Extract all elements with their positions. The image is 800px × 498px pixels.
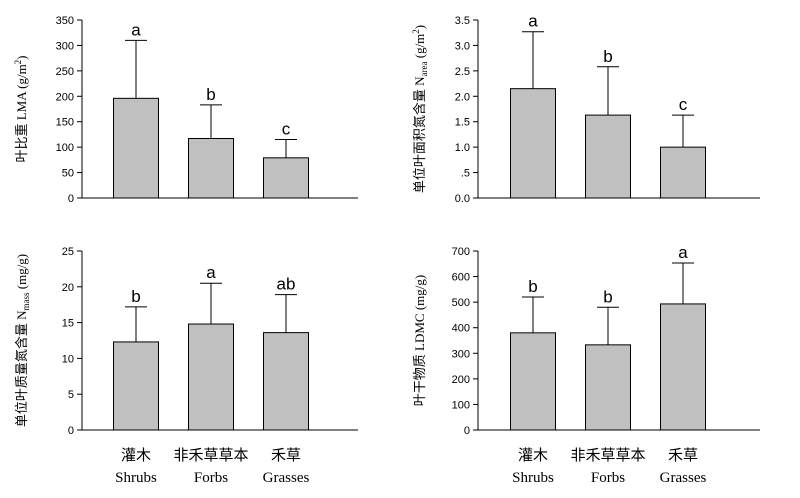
category-label-cn: 禾草	[271, 447, 301, 464]
bar-forbs	[585, 344, 631, 431]
y-tick-label: 3.0	[455, 40, 470, 52]
category-label-cn: 非禾草草本	[570, 447, 645, 464]
bar-shrubs	[113, 341, 159, 431]
bar-grasses	[660, 303, 706, 431]
y-tick-label: 0	[464, 425, 470, 437]
chart-panel-3: 0 5 10 15 20 25 单位叶质量氮含量 Nmass (mg/g) b a ab 灌木 Shr…	[14, 246, 358, 486]
significance-letter: b	[603, 287, 612, 306]
y-tick-label: 0	[68, 425, 74, 437]
y-tick-label: 300	[56, 40, 74, 52]
y-tick-label: 1.5	[455, 117, 470, 129]
chart-panel-1: 0 50 100 150 200 250 300 350 叶比重 LMA (g/m2) a b c	[13, 15, 358, 205]
y-tick-label: 300	[452, 348, 470, 360]
y-tick-label: 250	[56, 66, 74, 78]
significance-letter: b	[603, 47, 612, 66]
y-tick-label: 0.0	[455, 193, 470, 205]
bar-shrubs	[113, 97, 159, 199]
significance-letter: a	[528, 12, 538, 31]
y-tick-label: 3.5	[455, 15, 470, 27]
y-tick-label: 50	[62, 168, 74, 180]
y-tick-label: 400	[452, 323, 470, 335]
y-axis-label: 叶比重 LMA (g/m2)	[13, 55, 29, 162]
significance-letter: a	[131, 20, 141, 39]
bar-grasses	[660, 146, 706, 199]
y-tick-label: 20	[62, 282, 74, 294]
y-tick-label: 2.0	[455, 91, 470, 103]
y-tick-label: 200	[56, 91, 74, 103]
y-tick-label: 25	[62, 246, 74, 258]
y-tick-label: 0	[68, 193, 74, 205]
y-axis-label: 单位叶面积氮含量 Narea (g/m2)	[411, 25, 429, 193]
bar-grasses	[263, 157, 309, 199]
y-axis-label: 叶干物质 LDMC (mg/g)	[412, 275, 427, 406]
chart-panel-4: 0 100 200 300 400 500 600 700 叶干物质 LDMC (mg/g) b b…	[412, 243, 760, 486]
y-tick-label: 10	[62, 353, 74, 365]
y-tick-label: 2.5	[455, 66, 470, 78]
bar-shrubs	[510, 332, 556, 431]
y-tick-label: 700	[452, 246, 470, 258]
significance-letter: c	[679, 95, 688, 114]
category-label-en: Grasses	[660, 470, 707, 486]
category-label-en: Forbs	[591, 470, 625, 486]
y-tick-label: 100	[452, 399, 470, 411]
y-tick-label: 15	[62, 318, 74, 330]
significance-letter: b	[131, 287, 140, 306]
y-tick-label: .5	[461, 168, 470, 180]
y-tick-label: 1.0	[455, 142, 470, 154]
significance-letter: b	[206, 85, 215, 104]
y-tick-label: 350	[56, 15, 74, 27]
category-label-en: Grasses	[263, 470, 310, 486]
significance-letter: b	[528, 277, 537, 296]
significance-letter: c	[282, 120, 291, 139]
category-label-en: Shrubs	[512, 470, 554, 486]
significance-letter: ab	[277, 275, 296, 294]
category-label-cn: 禾草	[668, 447, 698, 464]
category-label-cn: 灌木	[518, 447, 548, 464]
category-label-cn: 非禾草草本	[173, 447, 248, 464]
category-label-cn: 灌木	[121, 447, 151, 464]
y-tick-label: 500	[452, 297, 470, 309]
y-tick-label: 600	[452, 272, 470, 284]
bar-forbs	[188, 137, 234, 199]
significance-letter: a	[678, 243, 688, 262]
bar-shrubs	[510, 88, 556, 199]
y-axis-label: 单位叶质量氮含量 Nmass (mg/g)	[14, 254, 31, 427]
chart-panel-2: 0.0 .5 1.0 1.5 2.0 2.5 3.0 3.5 单位叶面积氮含量 Narea (g…	[411, 12, 760, 205]
y-tick-label: 5	[68, 389, 74, 401]
y-tick-label: 150	[56, 117, 74, 129]
bar-grasses	[263, 332, 309, 431]
y-tick-label: 100	[56, 142, 74, 154]
significance-letter: a	[206, 263, 216, 282]
bar-forbs	[585, 114, 631, 199]
category-label-en: Forbs	[194, 470, 228, 486]
category-label-en: Shrubs	[115, 470, 157, 486]
bar-forbs	[188, 323, 234, 431]
y-tick-label: 200	[452, 374, 470, 386]
